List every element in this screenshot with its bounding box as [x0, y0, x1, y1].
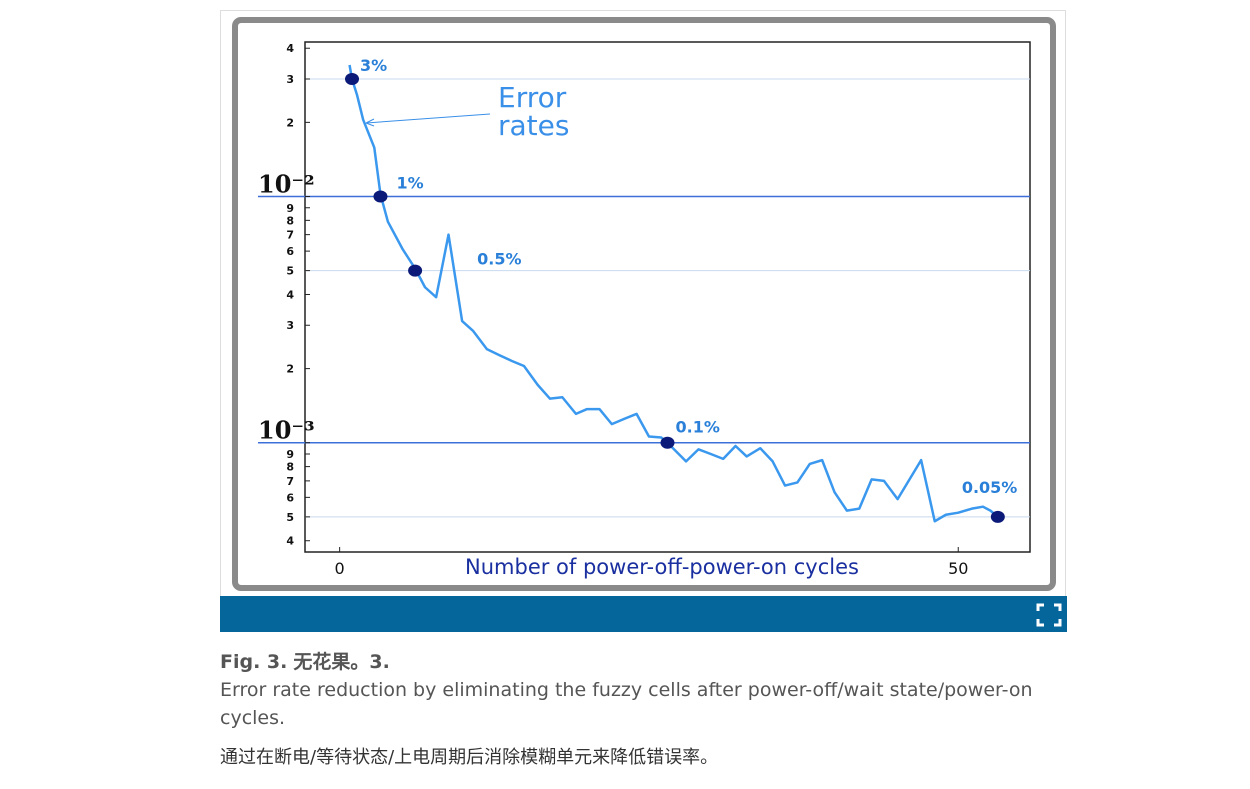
y-tick-label: 5: [286, 265, 294, 278]
caption-title: Fig. 3. 无花果。3.: [220, 648, 1040, 676]
expand-icon[interactable]: [1036, 603, 1062, 627]
x-tick-label: 0: [335, 559, 345, 578]
marker-label: 0.05%: [962, 478, 1018, 497]
y-tick-label: 6: [286, 491, 294, 504]
y-tick-label: 9: [286, 448, 294, 461]
y-tick-label: 10⁻²: [258, 169, 315, 198]
caption: Fig. 3. 无花果。3. Error rate reduction by e…: [220, 648, 1040, 772]
plot-area: [304, 41, 1031, 553]
y-tick-label: 2: [286, 363, 294, 376]
y-tick-label: 7: [286, 475, 294, 488]
figure-toolbar: [220, 596, 1067, 632]
y-tick-label: 5: [286, 511, 294, 524]
x-label-bg: [446, 553, 878, 579]
fig-label: Fig. 3.: [220, 651, 288, 673]
marker: [345, 72, 360, 85]
annotation-arrow: [365, 113, 491, 124]
caption-text-zh: 通过在断电/等待状态/上电周期后消除模糊单元来降低错误率。: [220, 747, 719, 768]
marker: [408, 264, 423, 277]
y-tick-label: 4: [286, 42, 294, 55]
data-line: [348, 64, 999, 523]
y-tick-label: 3: [286, 73, 294, 86]
annotation: rates: [498, 109, 569, 142]
y-tick-label: 3: [286, 319, 294, 332]
marker: [990, 510, 1005, 523]
annotation: Error: [498, 81, 567, 114]
x-tick-label: 50: [948, 559, 968, 578]
y-tick-label: 8: [286, 461, 294, 474]
y-tick-label: 4: [286, 535, 294, 548]
marker-label: 3%: [360, 56, 387, 75]
marker: [373, 190, 388, 203]
y-tick-label: 10⁻³: [258, 416, 315, 445]
chart-panel: [232, 17, 1056, 591]
x-axis-label: Number of power-off-power-on cycles: [465, 555, 859, 579]
y-tick-label: 4: [286, 288, 294, 301]
y-tick-label: 8: [286, 214, 294, 227]
fig-label-zh: 无花果。3.: [293, 651, 390, 673]
y-tick-label: 7: [286, 229, 294, 242]
y-tick-label: 2: [286, 116, 294, 129]
caption-text: Error rate reduction by eliminating the …: [220, 679, 1033, 729]
marker-label: 0.5%: [477, 250, 521, 269]
annotation-arrowhead: [365, 118, 375, 127]
marker: [660, 436, 675, 449]
marker-label: 0.1%: [676, 418, 720, 437]
y-tick-label: 9: [286, 202, 294, 215]
y-tick-label: 6: [286, 245, 294, 258]
toolbar-icons: [1036, 603, 1062, 627]
marker-label: 1%: [396, 173, 423, 192]
